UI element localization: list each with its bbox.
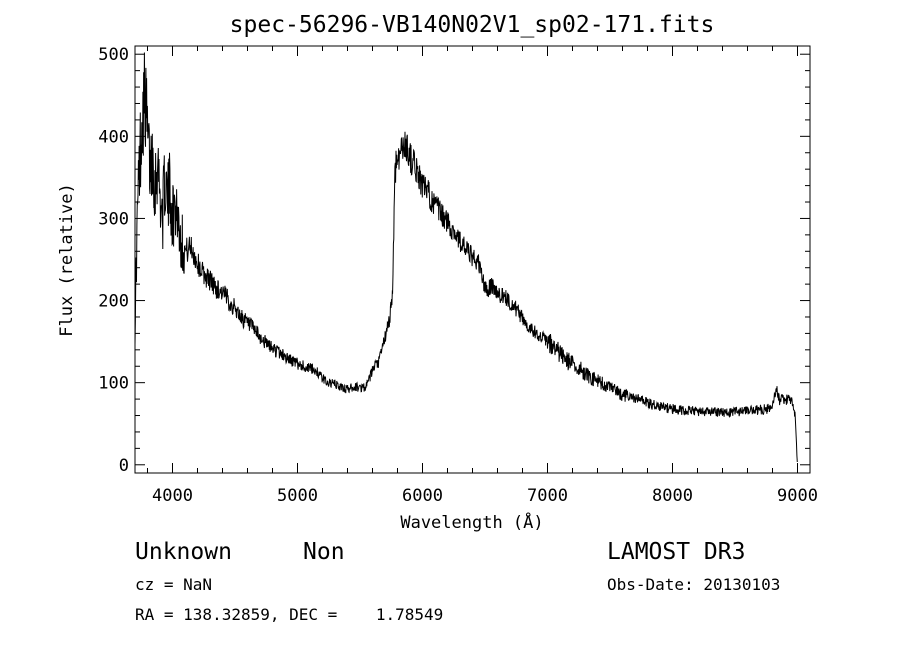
chart-title: spec-56296-VB140N02V1_sp02-171.fits [230, 12, 715, 38]
y-tick-label: 500 [98, 45, 129, 65]
y-axis: 0 100 200 300 400 500 [98, 45, 810, 476]
coordinates-label: RA = 138.32859, DEC = 1.78549 [135, 605, 443, 624]
x-axis-label: Wavelength (Å) [400, 511, 543, 533]
x-tick-label: 6000 [402, 486, 443, 506]
x-axis: 4000 5000 6000 7000 8000 9000 [147, 46, 818, 506]
spectrum-line [134, 52, 798, 463]
x-tick-label: 8000 [652, 486, 693, 506]
y-tick-label: 0 [119, 456, 129, 476]
x-tick-label: 9000 [777, 486, 818, 506]
y-tick-label: 400 [98, 127, 129, 147]
y-tick-label: 100 [98, 374, 129, 394]
x-tick-label: 5000 [277, 486, 318, 506]
obs-date-label: Obs-Date: 20130103 [607, 575, 780, 594]
x-tick-label: 4000 [152, 486, 193, 506]
y-axis-label: Flux (relative) [57, 183, 77, 337]
y-tick-label: 200 [98, 292, 129, 312]
x-tick-label: 7000 [527, 486, 568, 506]
object-class: Unknown [135, 539, 232, 565]
redshift-label: cz = NaN [135, 575, 212, 594]
object-subclass: Non [303, 539, 345, 565]
y-tick-label: 300 [98, 209, 129, 229]
survey-label: LAMOST DR3 [607, 539, 745, 565]
